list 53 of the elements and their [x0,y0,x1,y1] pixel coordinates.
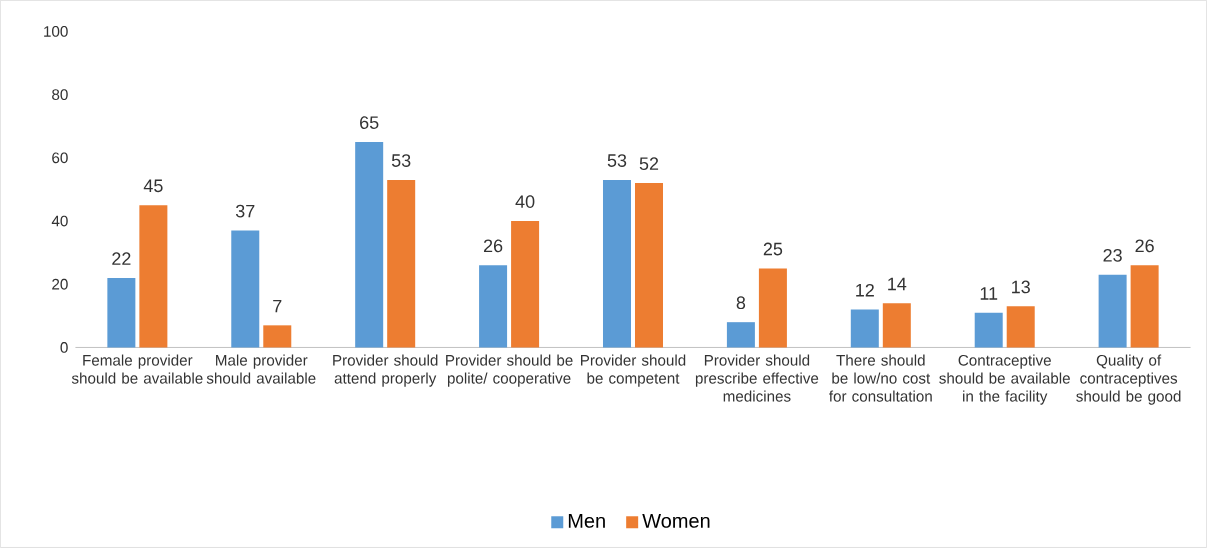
x-tick-label: There should be low/no cost for consultation [829,354,932,402]
data-label: 14 [888,277,907,291]
data-label: 25 [763,242,783,256]
data-label: 13 [1012,280,1030,294]
x-tick-label: Provider should be competent [581,354,686,387]
bar [635,183,663,348]
y-tick-label: 20 [52,278,68,290]
data-label: 53 [391,154,411,167]
bar [602,180,631,348]
data-label: 26 [483,239,503,253]
y-tick-label: 40 [51,215,68,227]
data-label: 65 [360,116,379,130]
legend-label: Women [642,513,710,528]
bar [139,205,168,348]
x-tick-label: Female provider should be available [71,354,203,384]
bar [1098,274,1127,348]
data-label: 26 [1135,239,1154,253]
bar [107,277,136,348]
data-label: 37 [235,204,255,218]
bar [231,230,260,348]
bar [355,142,384,348]
bar [479,265,508,348]
x-tick-label: Quality of contraceptives should be good [1076,354,1181,405]
data-label: 52 [639,157,659,171]
y-tick-label: 80 [52,89,68,101]
bar [758,268,787,348]
data-label: 7 [273,299,282,313]
data-label: 12 [856,283,874,297]
bar [511,221,540,348]
x-tick-label: Contraceptive should be available in the facility [939,354,1070,405]
data-label: 11 [980,287,998,300]
legend-label: Men [568,513,605,528]
data-label: 40 [515,195,535,209]
bar [974,312,1003,348]
bar [263,325,292,348]
y-tick-label: 0 [60,342,68,353]
bar [1006,306,1035,348]
bar [1130,265,1159,348]
x-tick-label: Provider should be polite/ cooperative [446,354,573,387]
bar [850,309,879,348]
bar [882,303,911,348]
data-label: 45 [143,179,163,193]
data-label: 53 [607,154,627,167]
data-label: 22 [112,252,131,265]
y-tick-label: 100 [44,26,68,37]
data-label: 8 [736,296,746,310]
x-tick-label: Provider should attend properly [333,354,438,387]
data-label: 23 [1103,248,1122,262]
bar [387,180,416,348]
y-tick-label: 60 [52,152,68,164]
x-tick-label: Provider should prescribe effective medicines [695,354,819,402]
bar [726,322,755,348]
x-tick-label: Male provider should available [206,354,316,384]
